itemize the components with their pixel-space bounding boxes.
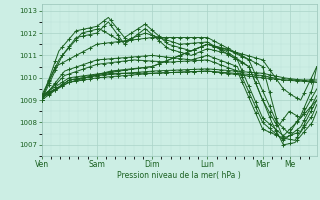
X-axis label: Pression niveau de la mer( hPa ): Pression niveau de la mer( hPa ) xyxy=(117,171,241,180)
